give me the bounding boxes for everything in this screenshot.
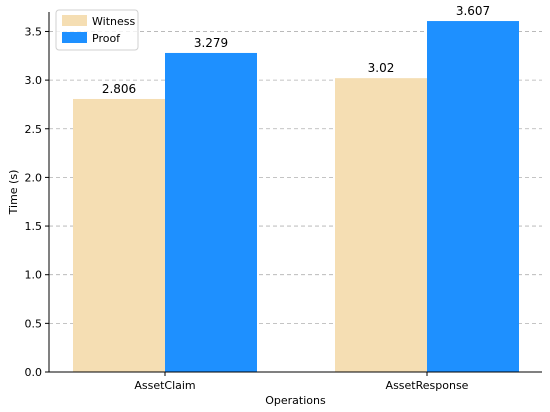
legend-items: Witness Proof (62, 15, 135, 45)
y-tick-label: 1.0 (25, 269, 43, 282)
x-ticks: AssetClaim AssetResponse (134, 372, 469, 392)
legend-label-proof: Proof (92, 32, 121, 45)
x-tick-label: AssetResponse (386, 379, 469, 392)
y-tick-label: 2.0 (25, 171, 43, 184)
legend-swatch-proof (62, 32, 87, 43)
y-axis-title: Time (s) (7, 170, 20, 216)
y-tick-label: 1.5 (25, 220, 43, 233)
y-tick-label: 0.5 (25, 317, 43, 330)
data-label: 2.806 (102, 82, 136, 96)
x-tick-label: AssetClaim (134, 379, 195, 392)
y-tick-label: 3.0 (25, 74, 43, 87)
bar-witness-assetclaim (73, 98, 165, 373)
bar-proof-assetresponse (427, 21, 519, 373)
data-label: 3.279 (194, 36, 228, 50)
bars (73, 21, 519, 373)
x-axis-title: Operations (265, 394, 326, 407)
data-labels: 2.806 3.279 3.02 3.607 (102, 4, 490, 96)
legend-swatch-witness (62, 15, 87, 26)
legend-label-witness: Witness (92, 15, 135, 28)
y-tick-label: 0.0 (25, 366, 43, 379)
y-tick-label: 3.5 (25, 25, 43, 38)
grid-lines (49, 31, 542, 324)
bar-proof-assetclaim (165, 52, 257, 373)
axes (48, 12, 542, 373)
legend: Witness Proof (55, 9, 139, 51)
bar-witness-assetresponse (335, 78, 427, 372)
y-ticks: 0.0 0.5 1.0 1.5 2.0 2.5 3.0 3.5 (25, 25, 49, 379)
data-label: 3.607 (456, 4, 490, 18)
y-tick-label: 2.5 (25, 123, 43, 136)
data-label: 3.02 (368, 61, 395, 75)
